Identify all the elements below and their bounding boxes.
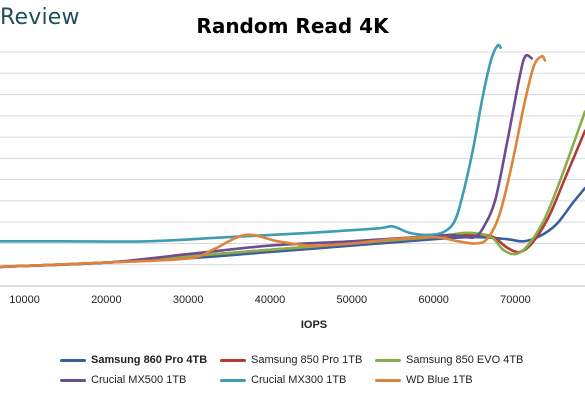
- brand-logo: Review: [0, 5, 80, 30]
- series-line-3: [0, 110, 585, 269]
- legend-item: Samsung 850 EVO 4TB: [375, 354, 545, 366]
- legend-label: WD Blue 1TB: [406, 374, 473, 386]
- legend: Samsung 860 Pro 4TB Samsung 850 Pro 1TB Sa…: [60, 350, 580, 390]
- legend-item: Samsung 860 Pro 4TB: [60, 354, 220, 366]
- series-line-5: [0, 43, 502, 243]
- x-tick-label: 60000: [418, 294, 449, 306]
- legend-item: WD Blue 1TB: [375, 374, 545, 386]
- series-lines: [0, 43, 585, 269]
- legend-label: Crucial MX300 1TB: [251, 374, 347, 386]
- x-tick-label: 10000: [9, 294, 40, 306]
- legend-swatch: [220, 378, 246, 382]
- legend-swatch: [220, 358, 246, 362]
- x-tick-label: 40000: [255, 294, 286, 306]
- legend-label: Samsung 850 EVO 4TB: [406, 354, 524, 366]
- series-line-4: [0, 53, 534, 269]
- legend-item: Samsung 850 Pro 1TB: [220, 354, 375, 366]
- legend-label: Crucial MX500 1TB: [91, 374, 187, 386]
- series-line-2: [0, 129, 585, 269]
- legend-item: Crucial MX500 1TB: [60, 374, 220, 386]
- legend-swatch: [60, 378, 86, 382]
- legend-label: Samsung 850 Pro 1TB: [251, 354, 363, 366]
- legend-swatch: [375, 358, 401, 362]
- x-tick-label: 20000: [91, 294, 122, 306]
- x-axis-label: IOPS: [301, 319, 327, 331]
- legend-item: Crucial MX300 1TB: [220, 374, 375, 386]
- legend-swatch: [60, 358, 86, 362]
- x-tick-labels: 10000 20000 30000 40000 50000 60000 70000: [9, 294, 531, 306]
- gridlines: [0, 51, 585, 287]
- legend-row: Crucial MX500 1TB Crucial MX300 1TB WD Blu…: [60, 370, 580, 390]
- legend-row: Samsung 860 Pro 4TB Samsung 850 Pro 1TB Sa…: [60, 350, 580, 370]
- x-tick-label: 70000: [500, 294, 531, 306]
- x-tick-label: 50000: [337, 294, 368, 306]
- series-line-1: [0, 186, 585, 269]
- legend-label: Samsung 860 Pro 4TB: [91, 354, 208, 366]
- chart-title: Random Read 4K: [196, 14, 389, 38]
- legend-swatch: [375, 378, 401, 382]
- series-line-6: [0, 54, 547, 269]
- x-tick-label: 30000: [173, 294, 204, 306]
